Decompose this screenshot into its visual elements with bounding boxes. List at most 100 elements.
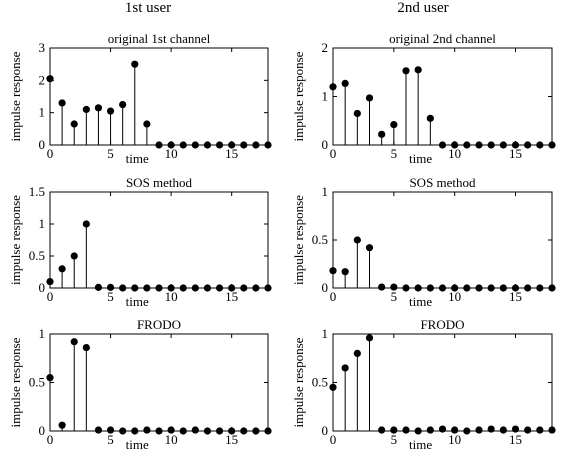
- stem-point: [252, 427, 260, 435]
- x-axis-label: time: [409, 294, 432, 309]
- plot-frame: [332, 191, 553, 289]
- stem-point: [438, 425, 447, 433]
- stem-point: [94, 283, 103, 291]
- stem-point: [106, 283, 115, 291]
- x-axis-label: time: [409, 437, 432, 452]
- stem-point: [252, 141, 260, 149]
- stem-point: [365, 244, 374, 252]
- stem-point: [264, 141, 272, 149]
- y-tick-label: 1: [322, 326, 329, 341]
- x-tick-label: 10: [165, 432, 178, 447]
- y-tick-label: 0.5: [29, 248, 45, 263]
- stem-point: [463, 284, 471, 292]
- stem-point: [499, 141, 507, 149]
- stem-point: [487, 425, 495, 433]
- y-axis-label: impulse response: [8, 337, 23, 427]
- stem-point: [341, 364, 349, 372]
- y-tick-label: 2: [39, 72, 46, 87]
- stem-point: [365, 334, 374, 342]
- y-tick-label: 0.5: [29, 375, 45, 390]
- stem-point: [451, 426, 459, 434]
- stem-point: [240, 427, 248, 435]
- plot-frame: [49, 47, 269, 146]
- x-tick-label: 0: [47, 146, 54, 161]
- stem-chart-3: SOS method 0 0.5 1 1.5 0 5 10 15 time impulse resp…: [8, 175, 272, 309]
- y-tick-label: 1: [322, 89, 329, 104]
- stem-point: [353, 236, 361, 244]
- stem-point: [426, 426, 434, 434]
- stem-point: [106, 426, 115, 434]
- stem-point: [548, 426, 556, 434]
- x-tick-label: 5: [391, 146, 398, 161]
- stem-point: [228, 141, 236, 149]
- stem-point: [402, 284, 410, 292]
- stem-point: [240, 141, 248, 149]
- x-axis-label: time: [126, 437, 149, 452]
- stem-point: [264, 427, 272, 435]
- stem-point: [414, 284, 422, 292]
- stem-point: [82, 343, 90, 352]
- stem-point: [451, 141, 459, 149]
- x-tick-label: 10: [165, 289, 178, 304]
- stem-point: [215, 141, 224, 149]
- stem-point: [353, 109, 361, 118]
- stem-point: [119, 100, 127, 109]
- stem-point: [378, 130, 386, 138]
- stem-point: [341, 79, 349, 88]
- stem-point: [463, 141, 471, 149]
- x-axis-label: time: [126, 294, 149, 309]
- y-tick-label: 0: [322, 280, 329, 295]
- stem-point: [353, 349, 361, 357]
- stem-point: [341, 268, 349, 276]
- stem-point: [131, 427, 139, 435]
- stem-point: [475, 141, 483, 149]
- x-tick-label: 0: [330, 289, 337, 304]
- stem-point: [155, 141, 163, 149]
- x-axis-label: time: [126, 151, 149, 166]
- x-tick-label: 15: [509, 289, 522, 304]
- stem-point: [46, 374, 54, 382]
- stem-point: [228, 284, 236, 292]
- x-tick-label: 5: [391, 289, 398, 304]
- y-tick-label: 1: [39, 216, 46, 231]
- stem-point: [58, 265, 66, 273]
- plot-frame: [49, 333, 269, 432]
- plot-frame: [49, 191, 269, 289]
- y-tick-label: 0: [39, 137, 46, 152]
- y-axis-label: impulse response: [291, 337, 306, 427]
- stem-point: [365, 94, 374, 102]
- y-tick-label: 0: [322, 423, 329, 438]
- y-axis-label: impulse response: [291, 195, 306, 285]
- stem-point: [536, 426, 544, 434]
- stem-point: [378, 426, 386, 434]
- x-tick-label: 5: [107, 146, 114, 161]
- stem-point: [203, 284, 212, 292]
- stem-point: [167, 141, 175, 149]
- stem-point: [329, 83, 337, 91]
- stem-point: [131, 60, 139, 68]
- stem-point: [191, 284, 199, 292]
- stem-point: [228, 427, 236, 435]
- stem-point: [414, 427, 422, 435]
- stem-point: [252, 284, 260, 292]
- x-tick-label: 15: [509, 146, 522, 161]
- x-tick-label: 15: [509, 432, 522, 447]
- y-axis-label: impulse response: [8, 51, 23, 141]
- stem-point: [463, 427, 471, 435]
- stem-point: [58, 421, 66, 429]
- y-tick-label: 2: [322, 40, 329, 55]
- y-tick-label: 0: [322, 137, 329, 152]
- stem-point: [548, 141, 556, 149]
- y-tick-label: 0.5: [312, 375, 328, 390]
- stem-point: [167, 284, 175, 292]
- chart-title: SOS method: [126, 175, 193, 190]
- x-tick-label: 10: [165, 146, 178, 161]
- x-tick-label: 5: [107, 432, 114, 447]
- stem-point: [94, 426, 103, 434]
- x-tick-label: 15: [225, 289, 238, 304]
- plot-frame: [332, 47, 553, 146]
